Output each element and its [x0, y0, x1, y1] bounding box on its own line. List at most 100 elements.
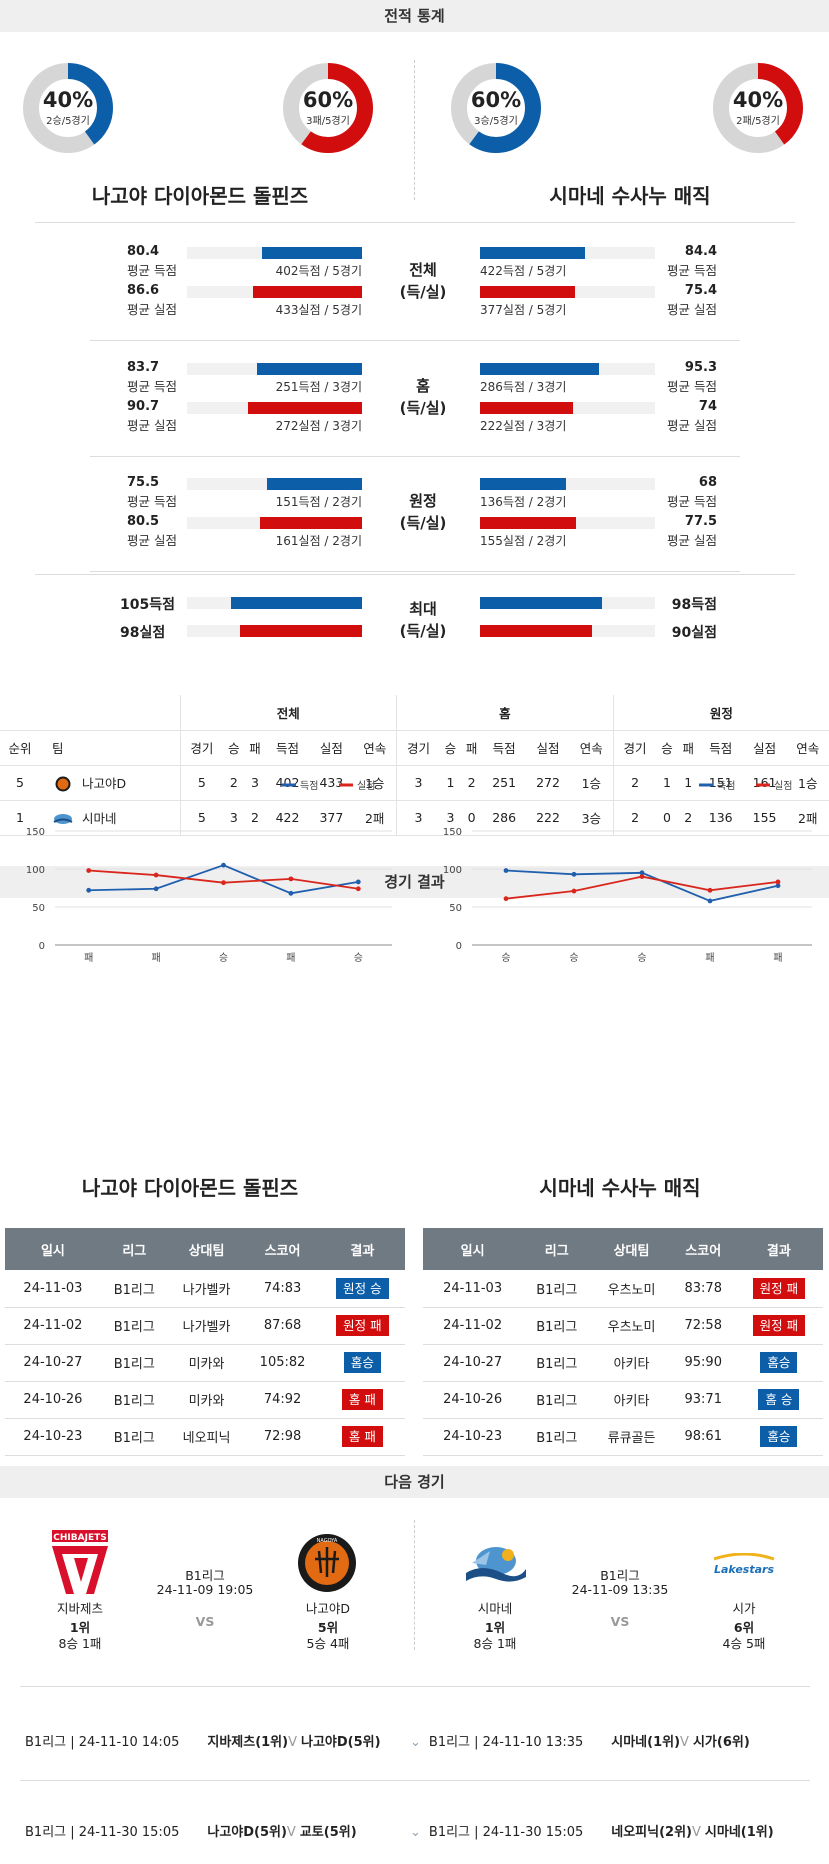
standings-cell: 402: [265, 765, 310, 801]
standings-cell: 3: [439, 800, 462, 836]
home-results-title: 나고야 다이아몬드 돌핀즈: [81, 1176, 299, 1200]
data-point: [153, 872, 159, 878]
away-bar: [480, 286, 575, 298]
max-label: 최대: [409, 600, 437, 618]
legend-label: 실점: [357, 780, 375, 792]
upcoming-vs: V: [286, 1825, 296, 1840]
results-cell: B1리그: [100, 1344, 168, 1382]
divider: [90, 571, 740, 572]
x-tick-label: 승: [219, 952, 228, 964]
results-cell: 24-10-27: [423, 1344, 523, 1382]
x-tick-label: 패: [705, 952, 714, 964]
results-cell: 83:78: [671, 1270, 735, 1308]
next-left-team1: 지바제츠: [56, 1601, 103, 1616]
home-stat-label: 평균 득점: [127, 494, 177, 509]
donut-arc: [451, 63, 541, 153]
chevron-down-icon: ⌄: [410, 1825, 421, 1840]
donut-percent: 40%: [732, 88, 784, 112]
results-cell: 95:90: [671, 1344, 735, 1382]
data-point: [639, 874, 645, 879]
upcoming-left[interactable]: B1리그 | 24-11-30 15:05 나고야D(5위)V 교토(5위): [25, 1821, 357, 1840]
results-cell: 24-11-02: [423, 1307, 523, 1345]
result-badge: 홈 패: [341, 1389, 383, 1410]
result-badge: 원정 승: [336, 1277, 389, 1299]
results-header: 리그: [522, 1228, 592, 1270]
result-badge: 홈 패: [341, 1426, 383, 1447]
svg-text:Lakestars: Lakestars: [714, 1563, 774, 1576]
divider: [90, 340, 740, 341]
x-tick-label: 패: [773, 952, 782, 964]
donut-percent: 40%: [42, 88, 94, 112]
next-left-league: B1리그: [185, 1568, 225, 1583]
upcoming-league-date: B1리그 | 24-11-30 15:05: [25, 1825, 180, 1840]
legend-label: 실점: [774, 780, 792, 792]
home-team-title: 나고야 다이아몬드 돌핀즈: [91, 184, 309, 208]
home-bar-caption: 402득점 / 5경기: [275, 264, 362, 278]
home-bar: [257, 363, 362, 375]
next-right-vs: VS: [610, 1614, 630, 1629]
upcoming-right[interactable]: ⌄ B1리그 | 24-11-10 13:35 시마네(1위)V 시가(6위): [410, 1731, 750, 1750]
results-cell: 24-10-26: [5, 1381, 101, 1419]
standings-group: 홈: [396, 695, 614, 731]
donut-subtitle: 3패/5경기: [306, 116, 350, 127]
legend-label: 득점: [300, 780, 318, 792]
results-cell: 72:98: [245, 1418, 320, 1456]
standings-cell: 1: [677, 765, 699, 801]
standings-header: 승: [439, 730, 462, 766]
standings-header: 득점: [698, 730, 743, 766]
divider: [414, 60, 415, 200]
shimane-logo-icon: [53, 814, 73, 825]
standings-header: 연속: [786, 730, 829, 766]
compare-sublabel: (득/실): [399, 283, 447, 301]
standings-cell: 1승: [353, 765, 397, 801]
standings-cell: 5: [179, 800, 224, 836]
standings-cell: 2: [244, 800, 266, 836]
next-right-team2: 시가: [732, 1601, 756, 1616]
next-right-rank1: 1위: [484, 1620, 506, 1635]
next-left-team2: 나고야D: [305, 1601, 351, 1616]
home-stat-value: 86.6: [127, 283, 160, 298]
data-point: [571, 871, 577, 877]
standings-header: 연속: [569, 730, 614, 766]
results-row: 24-10-26 B1리그 아키타 93:71 홈 승: [423, 1381, 823, 1419]
home-bar: [231, 597, 362, 609]
away-stat-value: 90실점: [671, 625, 717, 641]
compare-label: 원정: [409, 492, 437, 510]
y-tick-label: 50: [449, 903, 462, 914]
home-stat-label: 평균 실점: [127, 302, 177, 317]
away-stat-value: 68: [698, 475, 717, 490]
standings-cell: 272: [526, 765, 570, 801]
data-point: [86, 887, 92, 893]
results-cell: B1리그: [100, 1381, 168, 1419]
away-bar-caption: 136득점 / 2경기: [480, 495, 567, 509]
divider: [414, 1520, 415, 1650]
upcoming-team: 지바제츠(1위): [207, 1735, 289, 1750]
standings-cell: 2패: [786, 800, 829, 836]
donut-arc: [23, 63, 113, 153]
results-cell: B1리그: [522, 1270, 592, 1308]
results-cell: B1리그: [522, 1307, 592, 1345]
legend-label: 득점: [717, 780, 735, 792]
results-row: 24-11-03 B1리그 우츠노미 83:78 원정 패: [423, 1270, 823, 1308]
upcoming-left[interactable]: B1리그 | 24-11-10 14:05 지바제츠(1위)V 나고야D(5위): [25, 1731, 381, 1750]
results-cell: 미카와: [167, 1381, 246, 1419]
away-stat-value: 95.3: [684, 360, 717, 375]
standings-cell: 2패: [353, 800, 397, 836]
results-row: 24-10-27 B1리그 미카와 105:82 홈승: [5, 1344, 405, 1382]
x-tick-label: 패: [84, 952, 93, 964]
next-right-team1: 시마네: [477, 1601, 513, 1616]
results-row: 24-10-23 B1리그 류큐골든 98:61 홈승: [423, 1418, 823, 1456]
data-point: [707, 898, 713, 904]
result-badge: 원정 패: [752, 1277, 806, 1299]
away-stat-value: 77.5: [684, 514, 717, 529]
results-cell: B1리그: [522, 1344, 592, 1382]
results-cell: 미카와: [167, 1344, 246, 1382]
standings-cell: 0: [656, 800, 678, 836]
home-bar: [267, 478, 362, 490]
results-header: 리그: [100, 1228, 168, 1270]
data-point: [639, 870, 645, 876]
data-point: [775, 883, 781, 889]
upcoming-right[interactable]: ⌄ B1리그 | 24-11-30 15:05 네오피닉(2위)V 시마네(1위): [410, 1821, 774, 1840]
results-cell: 72:58: [671, 1307, 735, 1345]
home-bar-caption: 272실점 / 3경기: [275, 419, 362, 433]
